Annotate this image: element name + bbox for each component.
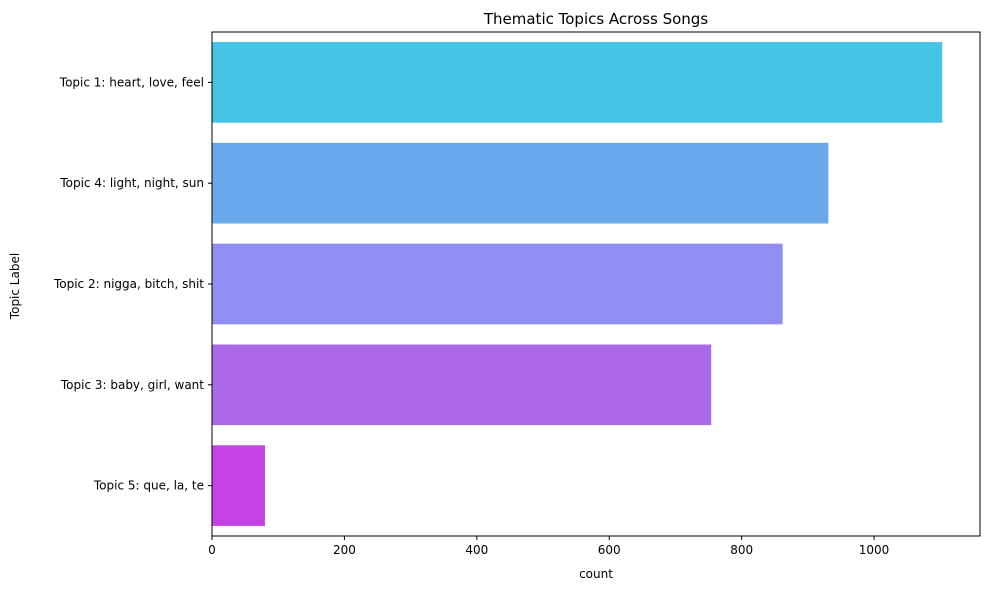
y-tick-label: Topic 2: nigga, bitch, shit [53, 277, 204, 291]
bars-group [212, 42, 943, 526]
plot-frame [211, 31, 981, 537]
bar-3 [212, 243, 783, 325]
y-axis-ticks: Topic 1: heart, love, feel Topic 4: light… [53, 75, 212, 493]
x-tick-label: 0 [208, 543, 216, 557]
bar-1 [212, 42, 943, 123]
y-tick-label: Topic 4: light, night, sun [59, 176, 204, 190]
bar-4 [212, 344, 712, 426]
y-tick-label: Topic 5: que, la, te [93, 479, 204, 493]
bar-5 [212, 445, 265, 526]
x-tick-label: 600 [598, 543, 621, 557]
y-tick-label: Topic 3: baby, girl, want [60, 378, 204, 392]
x-tick-label: 1000 [859, 543, 890, 557]
y-axis-label: Topic Label [8, 253, 22, 320]
x-tick-label: 400 [465, 543, 488, 557]
bar-2 [212, 142, 829, 224]
x-tick-label: 800 [730, 543, 753, 557]
chart-title: Thematic Topics Across Songs [483, 10, 708, 28]
x-axis-label: count [579, 567, 613, 581]
x-axis-ticks: 0 200 400 600 800 1000 [208, 536, 889, 557]
x-tick-label: 200 [333, 543, 356, 557]
y-tick-label: Topic 1: heart, love, feel [59, 75, 204, 89]
